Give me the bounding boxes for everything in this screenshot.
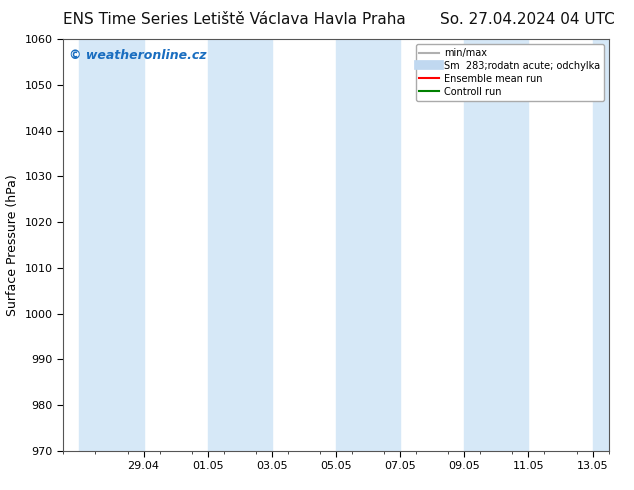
Bar [336, 39, 400, 451]
Text: ENS Time Series Letiště Václava Havla Praha: ENS Time Series Letiště Václava Havla Pr… [63, 12, 406, 27]
Legend: min/max, Sm  283;rodatn acute; odchylka, Ensemble mean run, Controll run: min/max, Sm 283;rodatn acute; odchylka, … [415, 44, 604, 100]
Bar [593, 39, 609, 451]
Bar [464, 39, 529, 451]
Text: © weatheronline.cz: © weatheronline.cz [69, 49, 206, 63]
Text: So. 27.04.2024 04 UTC: So. 27.04.2024 04 UTC [440, 12, 615, 27]
Bar [79, 39, 143, 451]
Y-axis label: Surface Pressure (hPa): Surface Pressure (hPa) [6, 174, 19, 316]
Bar [208, 39, 272, 451]
